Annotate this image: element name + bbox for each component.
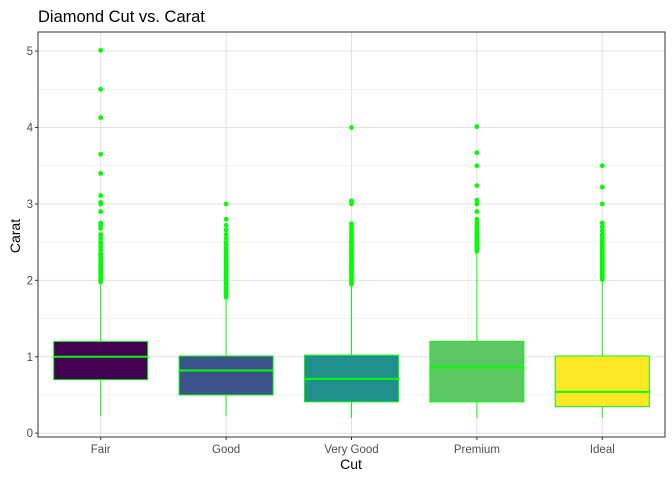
y-axis-title: Carat	[7, 219, 23, 253]
outlier-point	[98, 251, 104, 257]
outlier-point	[223, 222, 229, 228]
outlier-point	[599, 224, 605, 230]
outlier-point	[223, 201, 229, 207]
outlier-point	[599, 228, 605, 234]
outlier-point	[474, 183, 480, 188]
box-group-fair	[53, 47, 149, 417]
outlier-point	[98, 239, 104, 245]
outlier-point	[223, 216, 229, 222]
chart-title: Diamond Cut vs. Carat	[38, 8, 205, 26]
x-tick-label: Premium	[454, 444, 500, 456]
outlier-point	[98, 151, 104, 157]
y-tick-label: 0	[27, 428, 33, 440]
outlier-point	[599, 201, 605, 207]
outlier-point	[474, 209, 480, 214]
outlier-point	[98, 193, 104, 198]
outlier-point	[474, 220, 480, 226]
outlier-point	[599, 184, 605, 190]
outlier-point	[98, 232, 104, 237]
outlier-point	[98, 170, 104, 176]
outlier-point	[599, 232, 605, 237]
outlier-point	[599, 220, 605, 226]
box-layer	[53, 47, 650, 418]
outlier-point	[98, 209, 104, 214]
outlier-point	[349, 125, 354, 130]
box-group-good	[178, 201, 274, 416]
outlier-point	[223, 232, 229, 237]
outlier-point	[223, 239, 229, 245]
outlier-point	[474, 216, 480, 222]
box-rect	[429, 340, 525, 403]
box-rect	[554, 355, 650, 407]
outlier-point	[223, 235, 229, 241]
axis-layer: 0 1 2 3 4 5 Fair Good Very Good Premium Ideal	[27, 31, 666, 456]
outlier-point	[474, 197, 480, 203]
box-group-premium	[429, 124, 525, 418]
x-axis-title: Cut	[340, 456, 362, 472]
y-tick-label: 1	[27, 352, 33, 364]
outlier-point	[223, 227, 229, 233]
outlier-point	[474, 150, 480, 156]
outlier-point	[98, 115, 104, 120]
outlier-point	[599, 163, 605, 169]
box-rect	[53, 340, 149, 381]
outlier-point	[349, 221, 354, 227]
x-tick-label: Good	[212, 444, 240, 456]
y-tick-label: 5	[27, 46, 33, 58]
outlier-point	[98, 200, 104, 205]
box-group-very-good	[303, 125, 400, 418]
outlier-point	[98, 235, 104, 241]
outlier-point	[98, 220, 104, 226]
outlier-point	[474, 163, 480, 169]
outlier-point	[474, 124, 480, 130]
outlier-point	[98, 47, 104, 53]
outlier-point	[474, 201, 480, 207]
outlier-point	[349, 198, 354, 204]
y-tick-label: 2	[27, 275, 33, 287]
y-tick-label: 4	[27, 123, 34, 135]
x-tick-label: Ideal	[590, 444, 615, 456]
outlier-point	[98, 86, 104, 92]
y-tick-label: 3	[27, 199, 33, 211]
x-tick-label: Fair	[91, 444, 111, 456]
x-tick-label: Very Good	[324, 444, 378, 456]
box-group-ideal	[554, 163, 650, 418]
box-rect	[178, 355, 274, 396]
